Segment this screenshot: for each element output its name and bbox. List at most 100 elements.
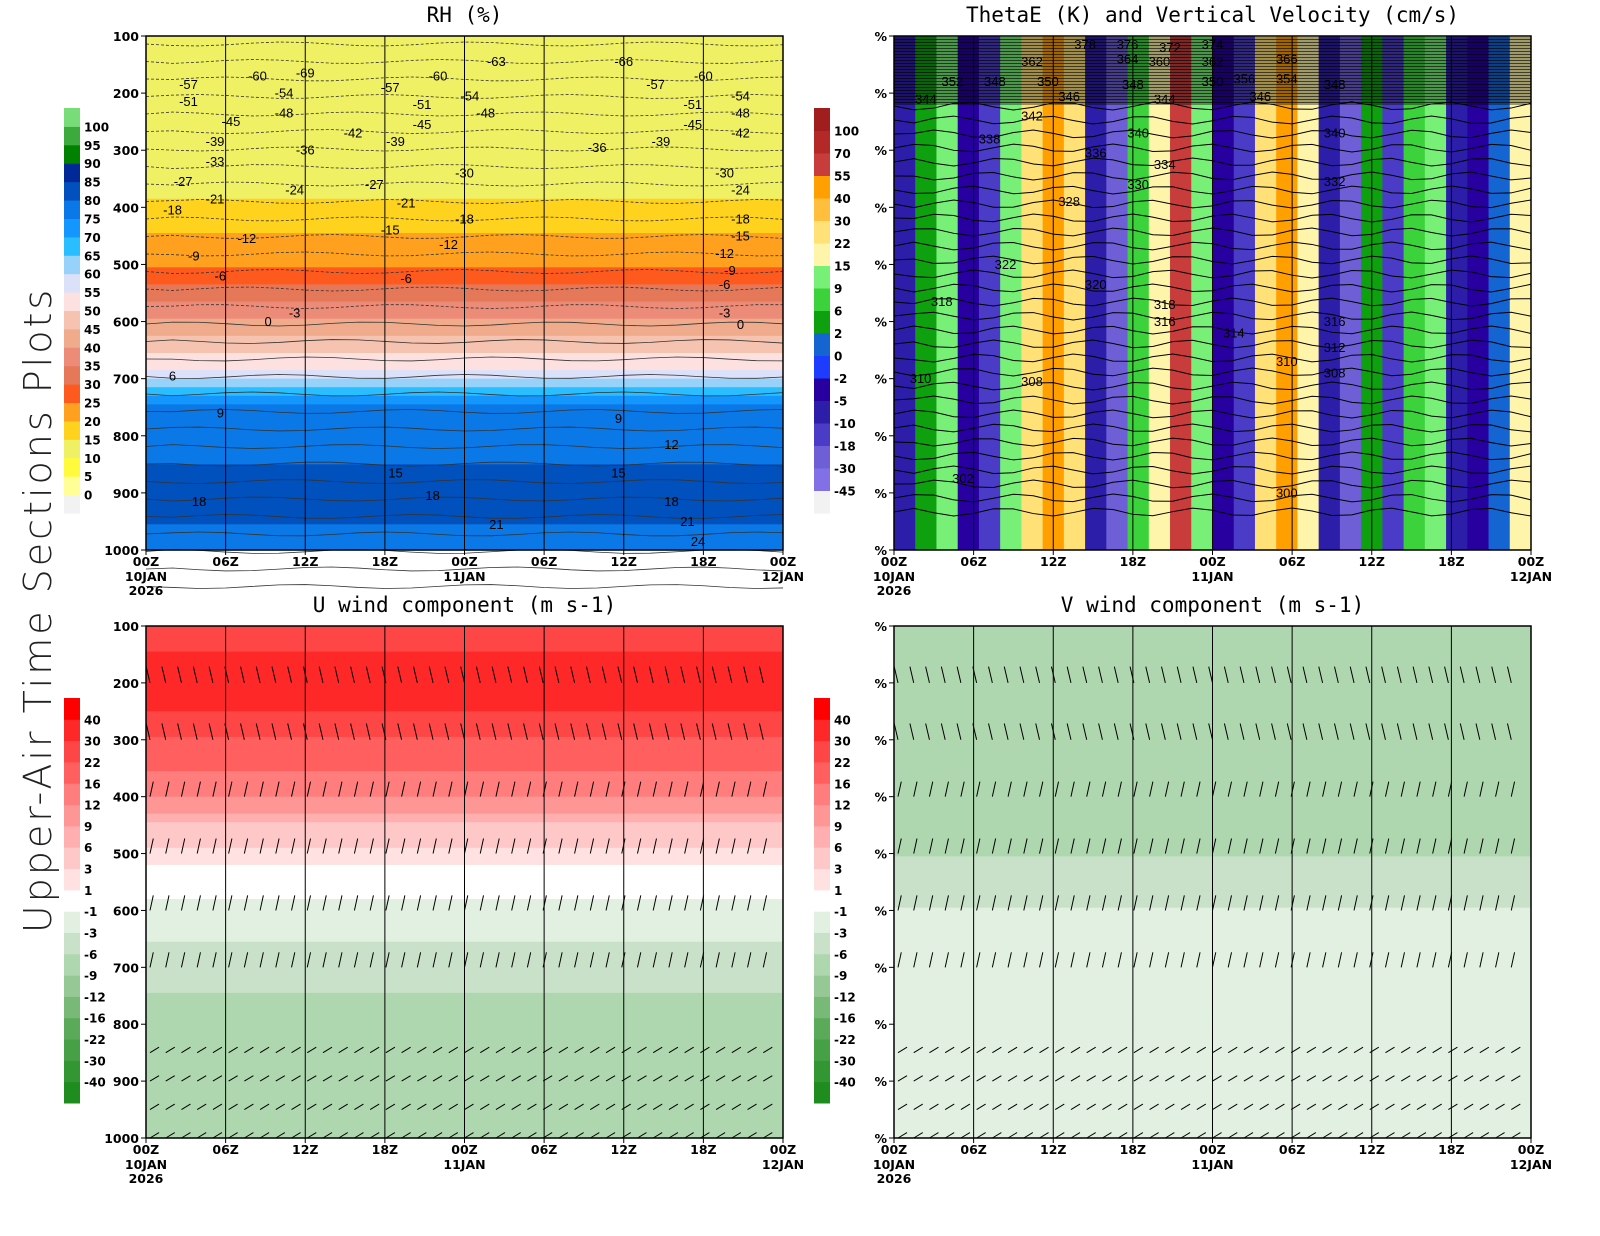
colorbar-swatch: [814, 1081, 830, 1104]
colorbar-label: 30: [834, 215, 851, 229]
wind-barb: [1353, 781, 1358, 797]
colorbar-swatch: [814, 740, 830, 763]
x-tick-label: 18Z: [690, 554, 716, 569]
wind-barb: [1023, 838, 1028, 854]
wind-barb: [715, 1046, 726, 1054]
wind-barb: [240, 723, 245, 740]
contour-label: 336: [1085, 146, 1107, 161]
colorbar-swatch: [64, 911, 80, 933]
wind-barb: [940, 666, 946, 684]
wind-barb: [747, 952, 752, 968]
wind-barb: [1491, 723, 1497, 740]
wind-barb: [1306, 838, 1311, 854]
wind-barb: [464, 952, 469, 968]
contour-label: 12: [664, 437, 678, 452]
wind-barb: [523, 723, 528, 740]
wind-barb: [1416, 952, 1421, 968]
isotherm-line: [145, 181, 784, 187]
wind-barb: [291, 1132, 301, 1139]
contour-label: 338: [979, 131, 1001, 146]
wind-barb: [992, 1132, 1002, 1139]
x-tick-label: 00Z: [881, 554, 907, 569]
contour-label: 9: [615, 411, 622, 426]
contour-label: -51: [413, 97, 432, 112]
contour-label: 308: [1324, 365, 1346, 380]
colorbar-swatch: [64, 163, 80, 183]
contour-label: 340: [1324, 126, 1346, 141]
wind-barb: [960, 781, 965, 797]
isotherm-line: [145, 269, 784, 274]
wind-barb: [385, 781, 390, 797]
wind-barb: [1400, 1046, 1411, 1054]
wind-barb: [275, 952, 280, 968]
wind-barb: [1290, 1132, 1301, 1139]
wind-barb: [196, 781, 201, 797]
wind-barb: [928, 781, 934, 797]
wind-barb: [731, 952, 736, 968]
colorbar-swatch: [814, 825, 830, 848]
wind-barb: [1133, 1132, 1144, 1139]
wind-barb: [1306, 781, 1311, 797]
wind-barb: [960, 838, 965, 854]
wind-barb: [432, 1103, 443, 1110]
contour-label: 350: [1037, 74, 1059, 89]
wind-barb: [212, 838, 217, 854]
wind-barb: [1495, 1132, 1505, 1139]
wind-barb: [192, 666, 198, 684]
wind-barb: [1066, 666, 1072, 684]
y-tick-label: 500: [113, 847, 139, 862]
x-tick-label: 00Z: [451, 1142, 477, 1157]
wind-barb: [684, 952, 689, 968]
wind-barb: [913, 838, 918, 854]
wind-barb: [956, 723, 962, 740]
wind-barb: [369, 1046, 380, 1054]
wind-barb: [940, 723, 946, 740]
wind-barb: [1007, 1132, 1018, 1139]
x-date-label: 12JAN: [762, 1157, 804, 1172]
wind-barb: [1227, 781, 1232, 797]
colorbar-label: 45: [84, 323, 101, 337]
wind-barb: [558, 1046, 569, 1054]
wind-barb: [1510, 781, 1516, 797]
field-stripe: [1191, 36, 1214, 550]
field-stripe: [1424, 36, 1447, 550]
wind-barb: [448, 1103, 459, 1110]
wind-barb: [1149, 895, 1154, 911]
contour-label: -57: [381, 80, 400, 95]
wind-barb: [432, 1075, 443, 1082]
field-stripe: [1467, 36, 1490, 550]
wind-barb: [1479, 1046, 1490, 1054]
wind-barb: [762, 895, 768, 911]
wind-barb: [287, 666, 293, 684]
thetae-panel: ThetaE (K) and Vertical Velocity (cm/s) 3…: [814, 3, 1552, 598]
colorbar-swatch: [64, 932, 80, 955]
colorbar-label: -12: [84, 990, 106, 1004]
wind-barb: [1149, 1046, 1159, 1054]
x-tick-label: 00Z: [1518, 554, 1544, 569]
wind-barb: [1243, 1132, 1254, 1139]
wind-barb: [385, 1046, 396, 1054]
wind-barb: [511, 781, 516, 797]
wind-barb: [1511, 1132, 1521, 1139]
wind-barb: [196, 838, 201, 854]
colorbar-label: 16: [834, 777, 851, 791]
contour-label: -60: [429, 68, 448, 83]
y-tick-label: 200: [113, 86, 139, 101]
wind-barb: [244, 1103, 254, 1110]
wind-barb: [1102, 1132, 1112, 1139]
wind-barb: [354, 1132, 364, 1139]
wind-barb: [432, 781, 437, 797]
wind-barb: [763, 1046, 773, 1054]
wind-barb: [212, 895, 217, 911]
isotherm-line: [145, 304, 784, 309]
contour-label: -36: [588, 140, 607, 155]
wind-barb: [1086, 781, 1091, 797]
wind-barb: [763, 1132, 773, 1139]
wind-barb: [897, 781, 902, 797]
wind-barb: [511, 1132, 521, 1139]
wind-barb: [1023, 1046, 1034, 1054]
wind-barb: [464, 1046, 474, 1054]
wind-barb: [715, 952, 720, 968]
colorbar-label: 12: [84, 799, 101, 813]
wind-barb: [149, 1075, 160, 1082]
